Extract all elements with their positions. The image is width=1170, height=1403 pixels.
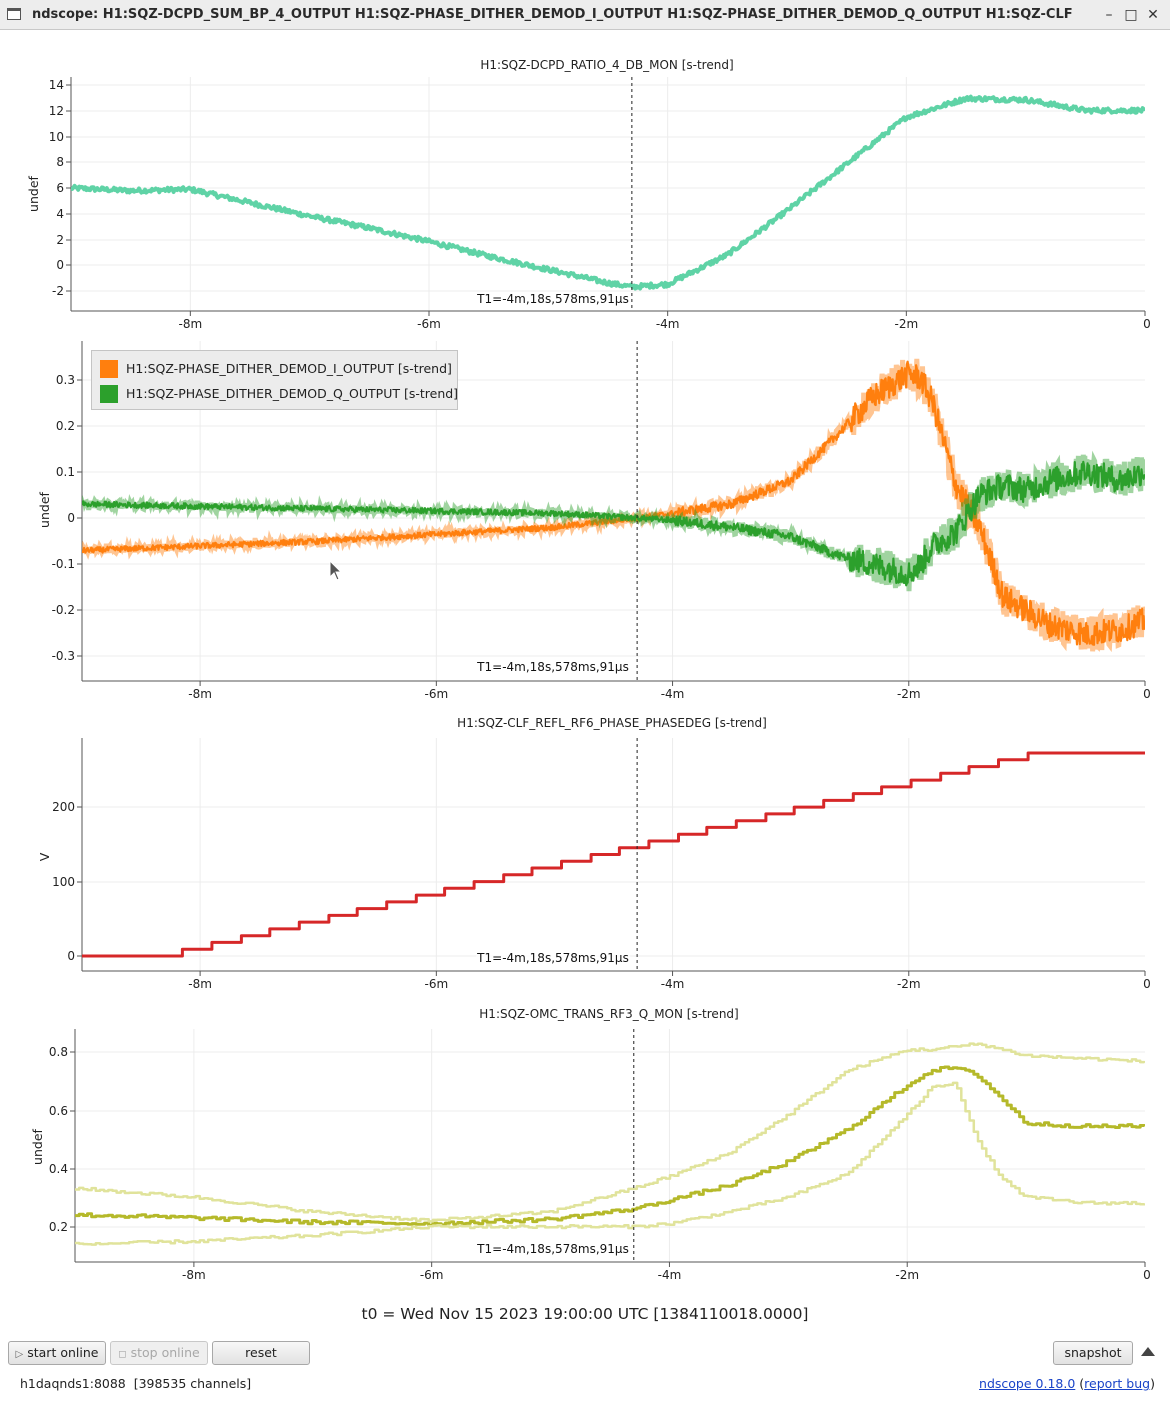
series-clf-phase	[82, 751, 1145, 958]
app-window-icon	[7, 8, 21, 20]
y-tick-label: 4	[56, 207, 64, 221]
cursor-t1-label: T1=-4m,18s,578ms,91µs	[476, 660, 630, 674]
y-tick-label: -0.3	[52, 649, 75, 663]
x-tick-label: -6m	[417, 317, 441, 331]
plot4-title: H1:SQZ-OMC_TRANS_RF3_Q_MON [s-trend]	[479, 1007, 739, 1021]
plots-canvas[interactable]: 14 12 10 8 6 4 2 0 -2 -8m -6m -4m -2m 0 undef 0.3 0.2 0.1…	[0, 30, 1170, 1300]
stop-icon: ◻	[118, 1349, 127, 1360]
legend-label: H1:SQZ-PHASE_DITHER_DEMOD_I_OUTPUT [s-tr…	[126, 361, 452, 376]
y-tick-label: 0.3	[56, 373, 75, 387]
y-tick-label: 0	[67, 511, 75, 525]
y-axis-label: V	[37, 852, 52, 861]
cursor-t1-label: T1=-4m,18s,578ms,91µs	[476, 951, 630, 965]
series-dcpd-ratio	[71, 94, 1145, 291]
x-tick-label: -8m	[182, 1268, 206, 1282]
x-tick-label: -8m	[179, 317, 203, 331]
x-tick-label: -4m	[661, 687, 685, 701]
title-bar: ndscope: H1:SQZ-DCPD_SUM_BP_4_OUTPUT H1:…	[0, 0, 1170, 30]
x-tick-label: -4m	[661, 977, 685, 991]
y-tick-label: 0.4	[49, 1162, 68, 1176]
server-status: h1daqnds1:8088 [398535 channels]	[20, 1376, 252, 1391]
x-tick-label: -6m	[425, 977, 449, 991]
x-tick-label: -4m	[656, 317, 680, 331]
series-demod-q	[82, 460, 1145, 587]
legend-swatch-orange	[100, 360, 118, 378]
y-tick-label: 200	[52, 800, 75, 814]
series-demod-i-band	[82, 358, 1145, 653]
version-info: ndscope 0.18.0 (report bug)	[979, 1376, 1155, 1391]
collapse-arrow-icon[interactable]	[1141, 1347, 1155, 1356]
y-tick-label: -0.2	[52, 603, 75, 617]
x-tick-label: -2m	[897, 687, 921, 701]
y-tick-label: 0.2	[56, 419, 75, 433]
x-tick-label: -8m	[188, 977, 212, 991]
x-tick-label: -6m	[420, 1268, 444, 1282]
x-tick-label: -4m	[658, 1268, 682, 1282]
plot1-title: H1:SQZ-DCPD_RATIO_4_DB_MON [s-trend]	[480, 58, 734, 72]
x-tick-label: -2m	[897, 977, 921, 991]
y-tick-label: 6	[56, 181, 64, 195]
y-tick-label: 14	[49, 78, 64, 92]
version-link[interactable]: ndscope 0.18.0	[979, 1376, 1076, 1391]
minimize-button[interactable]: –	[1105, 7, 1113, 23]
x-tick-label: -2m	[895, 317, 919, 331]
x-tick-label: 0	[1143, 687, 1151, 701]
y-tick-label: -2	[52, 284, 64, 298]
y-axis-label: undef	[37, 491, 52, 527]
y-tick-label: 2	[56, 233, 64, 247]
x-tick-label: 0	[1143, 977, 1151, 991]
legend-label: H1:SQZ-PHASE_DITHER_DEMOD_Q_OUTPUT [s-tr…	[126, 386, 459, 401]
t0-label: t0 = Wed Nov 15 2023 19:00:00 UTC [13841…	[361, 1305, 809, 1323]
cursor-t1-label: T1=-4m,18s,578ms,91µs	[476, 292, 630, 306]
start-online-label: start online	[27, 1345, 99, 1360]
y-tick-label: 10	[49, 130, 64, 144]
start-online-button[interactable]: ▷ start online	[8, 1341, 106, 1365]
cursor-t1-label: T1=-4m,18s,578ms,91µs	[476, 1242, 630, 1256]
y-axis-label: undef	[26, 175, 41, 211]
y-tick-label: 0.1	[56, 465, 75, 479]
y-tick-label: -0.1	[52, 557, 75, 571]
x-tick-label: 0	[1143, 317, 1151, 331]
plot2-legend[interactable]: H1:SQZ-PHASE_DITHER_DEMOD_I_OUTPUT [s-tr…	[91, 350, 458, 410]
y-tick-label: 8	[56, 155, 64, 169]
legend-swatch-green	[100, 385, 118, 403]
series-omc-mean	[75, 1065, 1145, 1227]
x-tick-label: -2m	[895, 1268, 919, 1282]
y-tick-label: 0	[56, 258, 64, 272]
x-tick-label: 0	[1143, 1268, 1151, 1282]
window-title: ndscope: H1:SQZ-DCPD_SUM_BP_4_OUTPUT H1:…	[32, 7, 1072, 22]
y-tick-label: 0.6	[49, 1104, 68, 1118]
mouse-pointer-icon	[329, 560, 343, 581]
series-demod-i	[82, 360, 1145, 646]
series-demod-q-band	[82, 450, 1145, 592]
status-bar: h1daqnds1:8088 [398535 channels] ndscope…	[0, 1371, 1170, 1403]
y-tick-label: 0.8	[49, 1045, 68, 1059]
play-icon: ▷	[15, 1349, 24, 1360]
snapshot-button[interactable]: snapshot	[1053, 1341, 1133, 1365]
report-bug-link[interactable]: report bug	[1084, 1376, 1151, 1391]
x-tick-label: -8m	[188, 687, 212, 701]
reset-button[interactable]: reset	[212, 1341, 310, 1365]
plot3-title: H1:SQZ-CLF_REFL_RF6_PHASE_PHASEDEG [s-tr…	[457, 716, 767, 730]
close-button[interactable]: ✕	[1147, 7, 1159, 23]
maximize-button[interactable]: □	[1124, 7, 1138, 23]
x-tick-label: -6m	[425, 687, 449, 701]
series-omc-max	[75, 1042, 1145, 1223]
y-axis-label: undef	[30, 1128, 45, 1164]
stop-online-label: stop online	[130, 1345, 200, 1360]
y-tick-label: 100	[52, 875, 75, 889]
stop-online-button[interactable]: ◻ stop online	[110, 1341, 208, 1365]
y-tick-label: 0	[67, 949, 75, 963]
y-tick-label: 0.2	[49, 1220, 68, 1234]
series-omc-min	[75, 1081, 1145, 1246]
y-tick-label: 12	[49, 104, 64, 118]
